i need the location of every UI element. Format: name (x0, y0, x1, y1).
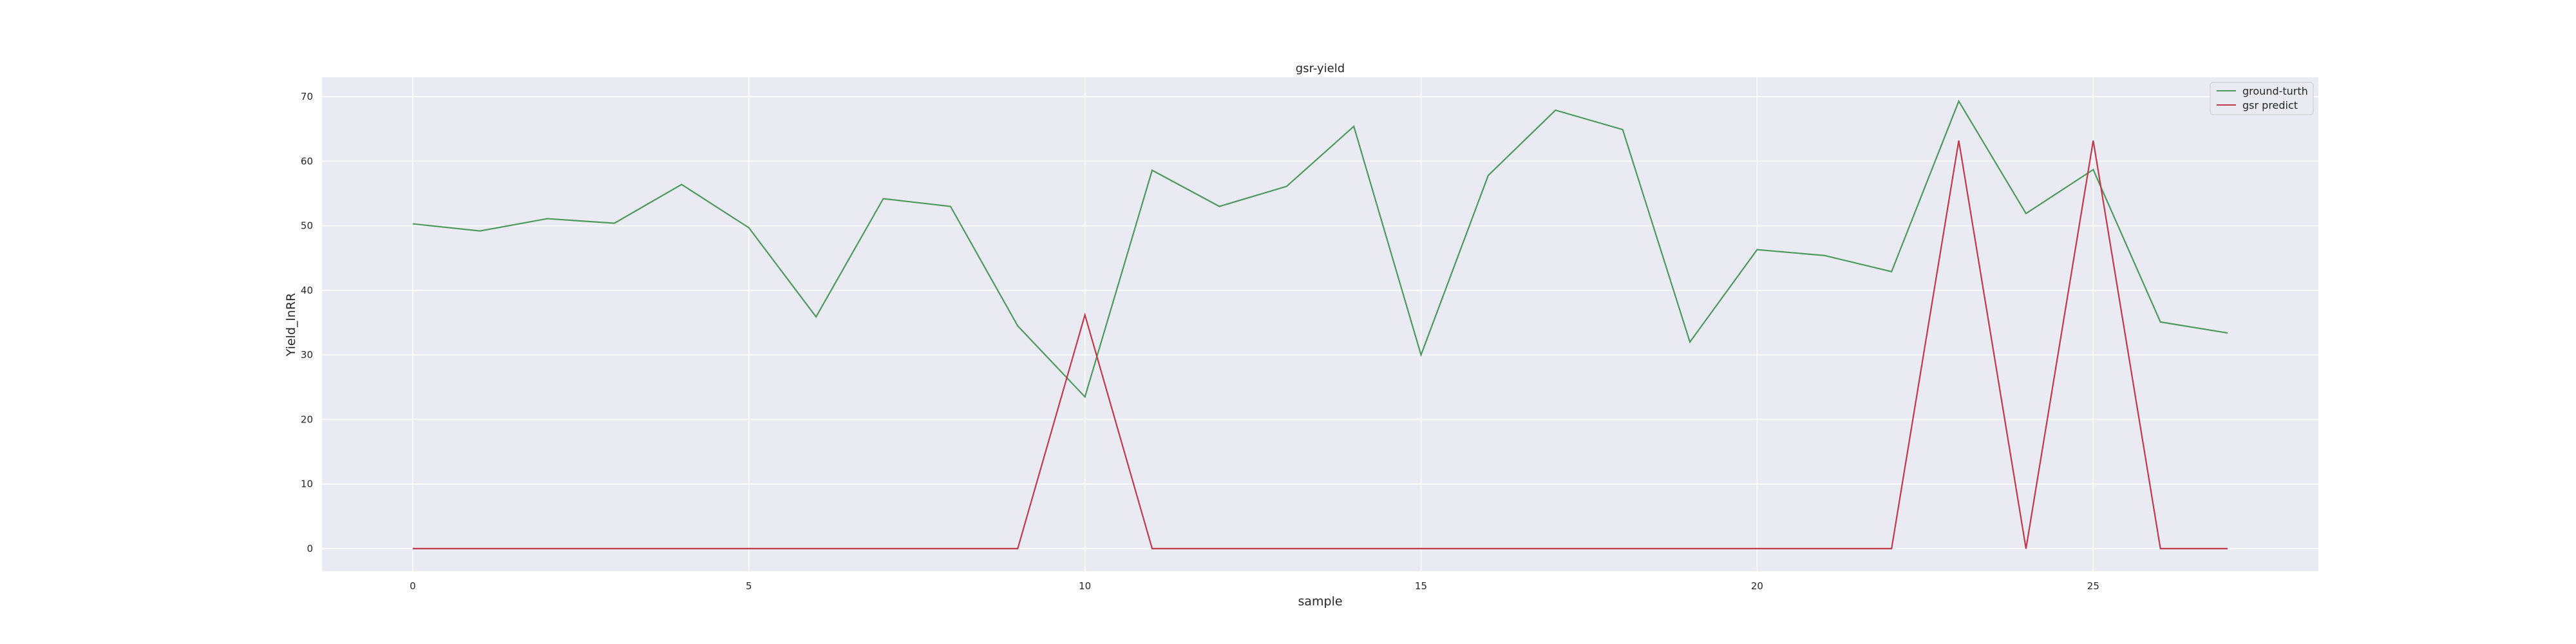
y-tick-label: 0 (307, 543, 313, 554)
y-tick-label: 70 (301, 91, 313, 102)
legend: ground-turth gsr predict (2210, 82, 2314, 115)
x-tick-label: 20 (1751, 580, 1763, 592)
x-tick-label: 25 (2087, 580, 2099, 592)
y-tick-label: 40 (301, 285, 313, 296)
x-tick-label: 5 (746, 580, 752, 592)
x-tick-label: 15 (1415, 580, 1427, 592)
chart-title: gsr-yield (1296, 62, 1345, 75)
plot-area (322, 77, 2318, 571)
x-tick-label: 10 (1079, 580, 1091, 592)
y-tick-label: 60 (301, 155, 313, 167)
y-axis-label: Yield_lnRR (284, 293, 298, 357)
x-axis-label: sample (1298, 594, 1342, 609)
series-line-ground-turth (412, 99, 2228, 399)
legend-label-ground-turth: ground-turth (2242, 85, 2308, 97)
x-tick-label: 0 (410, 580, 416, 592)
legend-label-gsr-predict: gsr predict (2242, 99, 2298, 111)
grid-lines (322, 77, 2318, 571)
y-tick-label: 50 (301, 220, 313, 232)
series-line-gsr-predict (412, 140, 2228, 550)
y-tick-label: 30 (301, 349, 313, 361)
series-lines (412, 99, 2228, 550)
y-tick-label: 10 (301, 478, 313, 490)
y-tick-label: 20 (301, 413, 313, 425)
tick-labels: 0 5 10 15 20 25 0 10 20 30 40 50 60 70 (301, 91, 2099, 592)
